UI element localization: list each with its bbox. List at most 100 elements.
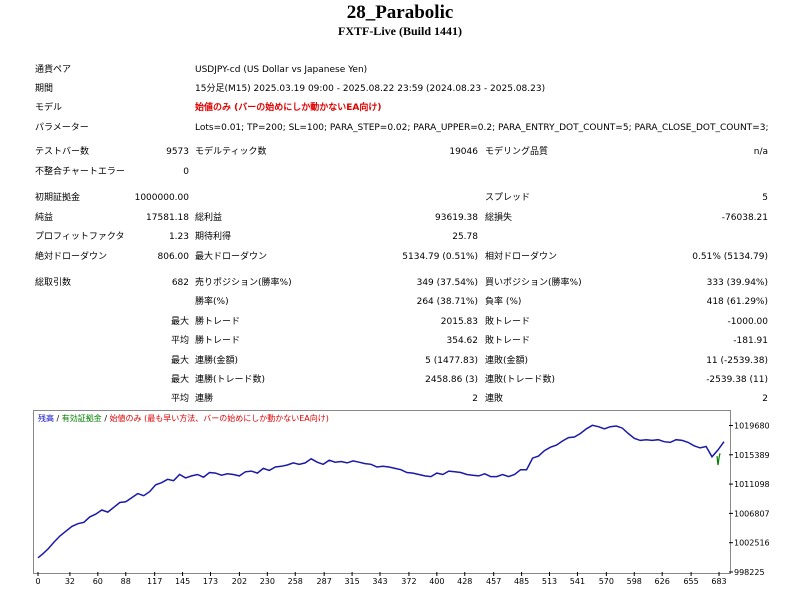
- y-tick-label: 998225: [734, 568, 765, 577]
- initial-deposit-value: 1000000.00: [134, 193, 189, 203]
- y-tick-label: 1019680: [734, 421, 770, 430]
- x-tick-label: 258: [288, 577, 303, 586]
- total-trades-value: 682: [171, 278, 189, 288]
- y-tick-label: 1015389: [734, 451, 770, 460]
- max-consec-loss-label: 連敗(トレード数): [485, 375, 556, 385]
- long-positions-value: 333 (39.94%): [706, 278, 768, 288]
- model-value: 始値のみ (バーの始めにしか動かないEA向け): [195, 103, 382, 113]
- total-trades-label: 総取引数: [35, 278, 72, 288]
- gross-loss-value: -76038.21: [721, 213, 768, 223]
- rel-drawdown-label: 相対ドローダウン: [485, 252, 558, 262]
- x-tick-label: 485: [514, 577, 529, 586]
- model-label: モデル: [35, 103, 63, 113]
- win-rate-label: 勝率(%): [195, 297, 229, 307]
- x-tick-label: 513: [542, 577, 557, 586]
- mismatch-label: 不整合チャートエラー: [35, 167, 125, 177]
- average-prefix: 平均: [171, 336, 190, 346]
- x-tick-label: 626: [655, 577, 670, 586]
- period-label: 期間: [35, 84, 54, 94]
- max-consec-losses-label: 連敗(金額): [485, 356, 529, 366]
- x-tick-label: 570: [599, 577, 614, 586]
- period-value: 15分足(M15) 2025.03.19 09:00 - 2025.08.22 …: [195, 84, 546, 94]
- x-tick-label: 683: [711, 577, 726, 586]
- parameters-label: パラメーター: [35, 123, 89, 133]
- avg-consec-wins-value: 2: [472, 394, 478, 404]
- avg-win-value: 354.62: [446, 336, 479, 346]
- avg-win-label: 勝トレード: [195, 336, 241, 346]
- avg-loss-label: 敗トレード: [485, 336, 531, 346]
- abs-drawdown-value: 806.00: [157, 252, 190, 262]
- abs-drawdown-label: 絶対ドローダウン: [35, 252, 108, 262]
- spread-label: スプレッド: [485, 193, 531, 203]
- legend-separator: /: [101, 414, 110, 423]
- parameters-value: Lots=0.01; TP=200; SL=100; PARA_STEP=0.0…: [195, 123, 769, 133]
- x-tick-label: 60: [93, 577, 103, 586]
- x-tick-label: 372: [401, 577, 416, 586]
- gross-profit-label: 総利益: [195, 213, 223, 223]
- avg-consec-losses-label: 連敗: [485, 394, 504, 404]
- largest-win-value: 2015.83: [440, 317, 478, 327]
- net-profit-label: 純益: [35, 213, 54, 223]
- y-tick-label: 1011098: [734, 480, 770, 489]
- initial-deposit-label: 初期証拠金: [35, 193, 81, 203]
- short-positions-value: 349 (37.54%): [416, 278, 478, 288]
- max-drawdown-label: 最大ドローダウン: [195, 252, 268, 262]
- model-quality-label: モデリング品質: [485, 147, 549, 157]
- x-tick-label: 315: [344, 577, 359, 586]
- max-consec-profit-label: 連勝(トレード数): [195, 375, 266, 385]
- expected-payoff-value: 25.78: [452, 232, 478, 242]
- max-consec-wins-label: 連勝(金額): [195, 356, 239, 366]
- symbol-label: 通貨ペア: [35, 65, 72, 75]
- x-tick-label: 145: [175, 577, 190, 586]
- x-tick-label: 655: [683, 577, 698, 586]
- equity-line: [716, 453, 721, 466]
- largest-win-label: 勝トレード: [195, 317, 241, 327]
- avg-consec-wins-label: 連勝: [195, 394, 214, 404]
- x-tick-label: 457: [486, 577, 501, 586]
- x-tick-label: 173: [203, 577, 218, 586]
- max-consec-wins-value: 5 (1477.83): [425, 356, 478, 366]
- report-subtitle: FXTF-Live (Build 1441): [337, 24, 462, 38]
- x-tick-label: 0: [35, 577, 40, 586]
- profit-factor-label: プロフィットファクタ: [35, 232, 125, 242]
- avg-consec-losses-value: 2: [762, 394, 768, 404]
- long-positions-label: 買いポジション(勝率%): [485, 278, 582, 288]
- chart-legend: 残高 / 有効証拠金 / 始値のみ (最も早い方法、バーの始めにしか動かないEA…: [38, 414, 329, 424]
- profit-factor-value: 1.23: [168, 232, 189, 242]
- x-tick-label: 117: [147, 577, 162, 586]
- x-tick-label: 88: [121, 577, 131, 586]
- max-prefix-2: 最大: [171, 375, 190, 385]
- x-tick-label: 202: [232, 577, 247, 586]
- model-ticks-value: 19046: [449, 147, 478, 157]
- avg-loss-value: -181.91: [733, 336, 768, 346]
- x-tick-label: 400: [429, 577, 444, 586]
- y-tick-label: 1006807: [734, 509, 770, 518]
- legend-model: 始値のみ (最も早い方法、バーの始めにしか動かないEA向け): [109, 414, 329, 423]
- gross-profit-value: 93619.38: [435, 213, 478, 223]
- loss-rate-label: 負率 (%): [485, 297, 522, 307]
- average-prefix-2: 平均: [171, 394, 190, 404]
- max-consec-profit-value: 2458.86 (3): [425, 375, 478, 385]
- net-profit-value: 17581.18: [146, 213, 189, 223]
- loss-rate-value: 418 (61.29%): [706, 297, 768, 307]
- legend-equity: 有効証拠金: [61, 414, 102, 423]
- x-tick-label: 428: [457, 577, 472, 586]
- balance-line: [37, 424, 725, 559]
- test-bars-label: テストバー数: [35, 147, 90, 157]
- x-tick-label: 541: [570, 577, 585, 586]
- model-ticks-label: モデルティック数: [195, 147, 267, 157]
- test-bars-value: 9573: [166, 147, 189, 157]
- expected-payoff-label: 期待利得: [195, 232, 232, 242]
- max-drawdown-value: 5134.79 (0.51%): [402, 252, 478, 262]
- y-tick-label: 1002516: [734, 539, 770, 548]
- legend-separator: /: [54, 414, 62, 423]
- legend-balance: 残高: [38, 414, 54, 423]
- x-tick-label: 230: [260, 577, 275, 586]
- x-tick-label: 287: [317, 577, 332, 586]
- largest-prefix: 最大: [171, 317, 190, 327]
- x-tick-label: 598: [627, 577, 642, 586]
- spread-value: 5: [762, 193, 768, 203]
- x-tick-label: 32: [65, 577, 75, 586]
